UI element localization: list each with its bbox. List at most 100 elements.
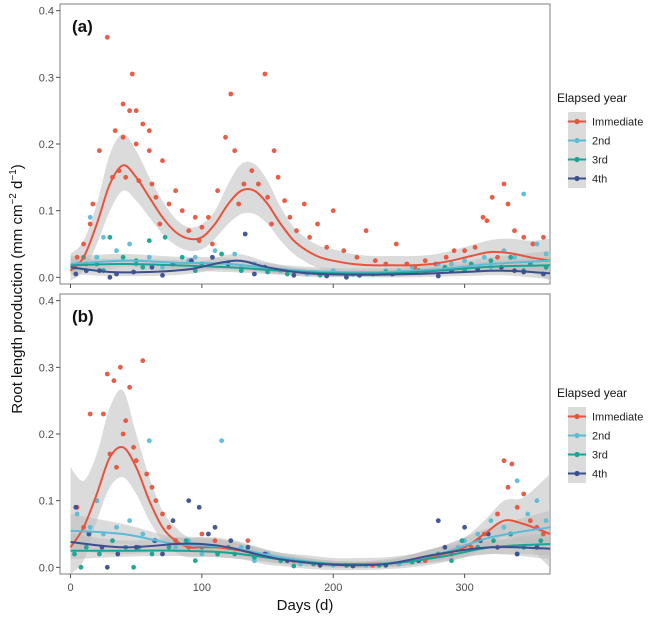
data-point-3rd — [72, 551, 77, 557]
data-point-immediate — [393, 241, 399, 247]
data-point-4th — [442, 544, 448, 550]
data-point-3rd — [97, 551, 102, 557]
data-point-immediate — [530, 241, 536, 247]
data-point-immediate — [199, 224, 205, 230]
data-point-2nd — [114, 524, 119, 530]
data-point-immediate — [199, 531, 205, 537]
data-point-4th — [196, 504, 202, 510]
data-point-2nd — [521, 191, 527, 197]
data-point-immediate — [489, 194, 495, 200]
data-point-immediate — [341, 248, 347, 254]
data-point-2nd — [101, 234, 106, 240]
data-point-3rd — [449, 558, 454, 564]
data-point-immediate — [133, 141, 139, 147]
data-point-2nd — [87, 214, 93, 220]
data-point-2nd — [514, 478, 520, 484]
data-point-immediate — [149, 484, 155, 490]
data-point-immediate — [271, 148, 277, 154]
data-point-immediate — [153, 194, 159, 200]
x-tick-label: 0 — [67, 582, 73, 594]
data-point-2nd — [512, 254, 517, 260]
ci-ribbon-b-immediate — [70, 389, 550, 574]
fit-line-a-immediate — [69, 164, 551, 272]
y-tick-label: 0.2 — [39, 139, 54, 151]
data-point-immediate — [127, 108, 132, 114]
data-point-4th — [189, 258, 194, 264]
legend-ribbon-swatch — [568, 407, 586, 483]
data-point-immediate — [146, 148, 152, 154]
y-axis-title-sup2: −1 — [8, 169, 19, 181]
y-axis-title: Root length production (mm cm−2 d−1) — [8, 164, 26, 414]
data-point-immediate — [241, 181, 247, 187]
data-point-immediate — [111, 378, 117, 384]
panel-b-x-axis: 0 100 200 300 — [67, 582, 473, 594]
data-point-2nd — [534, 498, 540, 504]
data-point-immediate — [265, 194, 270, 200]
data-point-4th — [86, 531, 92, 537]
legend-label-immediate: Immediate — [592, 412, 643, 424]
legend-label-3rd: 3rd — [592, 155, 608, 167]
fit-line-b-4th — [70, 541, 551, 567]
data-point-immediate — [160, 511, 165, 517]
panel-b-y-axis: 0.0 0.1 0.2 0.3 0.4 — [39, 296, 60, 574]
y-axis-title-sup1: −2 — [8, 193, 19, 205]
data-point-2nd — [199, 551, 205, 557]
data-point-3rd — [179, 254, 185, 260]
data-point-2nd — [192, 254, 198, 260]
data-point-immediate — [104, 34, 110, 40]
data-point-immediate — [112, 128, 118, 134]
data-point-2nd — [212, 248, 218, 254]
data-point-2nd — [543, 251, 549, 257]
data-point-2nd — [449, 261, 454, 267]
data-point-immediate — [372, 258, 378, 264]
data-point-immediate — [129, 71, 135, 77]
data-point-2nd — [140, 531, 146, 537]
data-point-2nd — [488, 518, 494, 524]
data-point-immediate — [249, 168, 255, 174]
data-point-4th — [242, 231, 248, 237]
data-point-immediate — [153, 498, 159, 504]
data-point-immediate — [144, 471, 150, 477]
data-point-3rd — [284, 271, 290, 277]
data-point-3rd — [83, 544, 89, 550]
data-point-immediate — [324, 244, 330, 250]
data-point-immediate — [527, 518, 533, 524]
panel-a-fit-lines — [69, 164, 551, 276]
data-point-4th — [115, 551, 121, 557]
y-axis-title-end: ) — [9, 164, 26, 169]
data-point-3rd — [78, 564, 84, 570]
legend-panel-b: Elapsed year Immediate 2nd 3rd 4th — [557, 386, 643, 483]
legend-label-2nd: 2nd — [592, 136, 610, 148]
data-point-immediate — [87, 221, 93, 227]
data-point-immediate — [90, 201, 96, 207]
data-point-immediate — [236, 201, 242, 207]
data-point-immediate — [275, 174, 281, 180]
data-point-immediate — [133, 458, 139, 464]
legend-title: Elapsed year — [557, 386, 627, 400]
fit-line-a-2nd — [70, 259, 551, 274]
data-point-4th — [73, 271, 79, 277]
panel-a-tag: (a) — [72, 17, 93, 36]
data-point-immediate — [462, 248, 467, 254]
data-point-immediate — [123, 418, 129, 424]
data-point-immediate — [120, 134, 126, 140]
data-point-3rd — [110, 538, 115, 544]
y-tick-label: 0.0 — [39, 272, 54, 284]
data-point-immediate — [287, 214, 293, 220]
legend-ribbon-swatch — [568, 112, 586, 188]
data-point-2nd — [74, 511, 80, 517]
data-point-immediate — [363, 228, 369, 234]
data-point-immediate — [541, 234, 546, 240]
panel-b-fit-lines — [69, 445, 551, 567]
data-point-immediate — [269, 221, 274, 227]
data-point-4th — [252, 271, 257, 277]
data-point-immediate — [422, 258, 428, 264]
data-point-4th — [212, 524, 218, 530]
data-point-2nd — [219, 438, 225, 444]
data-point-immediate — [118, 364, 123, 370]
data-point-4th — [228, 538, 234, 544]
data-point-2nd — [462, 258, 467, 264]
data-point-3rd — [508, 254, 513, 260]
panel-b-border — [59, 293, 551, 575]
data-point-4th — [210, 254, 215, 260]
